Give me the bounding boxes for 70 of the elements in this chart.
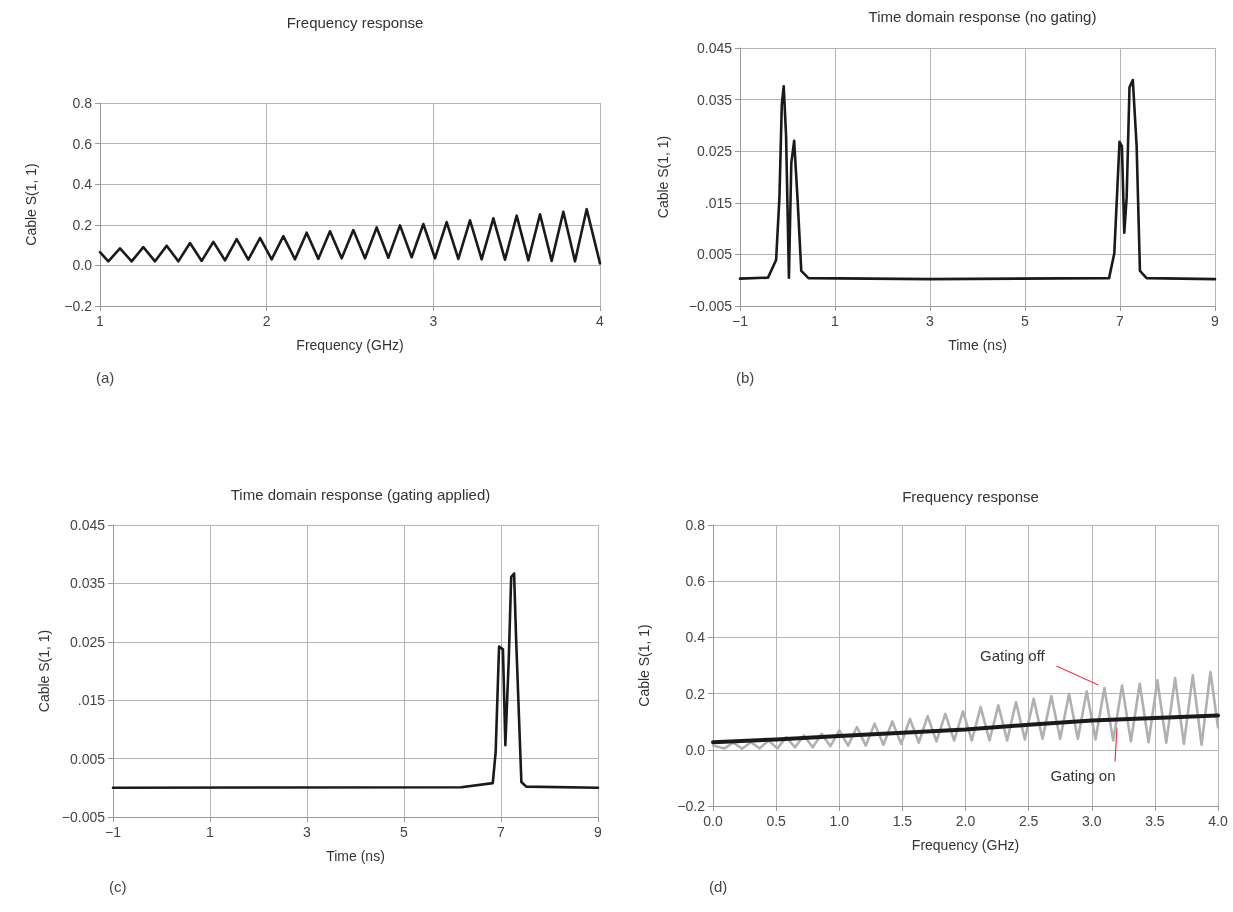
x-tick-label: 3.0 <box>1082 813 1102 829</box>
x-tick-label: 4.0 <box>1208 813 1228 829</box>
text: Gating off <box>979 647 1046 665</box>
text: (b) <box>736 369 755 386</box>
x-tick-label: 5 <box>400 824 409 840</box>
y-tick-label: 0.6 <box>72 135 93 152</box>
y-tick-label: −0.2 <box>64 298 93 314</box>
x-tick-label: 1 <box>831 313 840 329</box>
chart-title: Time domain response (no gating) <box>868 8 1097 25</box>
line-series <box>111 572 600 790</box>
x-tick-label: 1 <box>206 824 215 840</box>
y-tick-label: 0.045 <box>69 517 106 533</box>
chart-title: Frequency response <box>902 488 1039 505</box>
y-tick-label: 0.4 <box>72 176 93 193</box>
text: (d) <box>709 878 728 895</box>
y-tick-label: 0.2 <box>685 685 706 702</box>
y-axis-title: Cable S(1, 1) <box>23 163 39 246</box>
x-tick-label: 1.0 <box>829 813 850 829</box>
x-tick-label: 5 <box>1021 313 1030 329</box>
chart-title: Frequency response <box>286 14 424 31</box>
x-tick-label: 4 <box>596 313 605 329</box>
y-tick-label: 0.025 <box>69 633 106 650</box>
y-tick-label: 0.025 <box>696 143 733 160</box>
x-tick-label: 2 <box>262 313 271 329</box>
x-tick-label: 0.5 <box>766 813 787 829</box>
x-axis-title: Time (ns) <box>326 848 385 864</box>
y-tick-label: 0.0 <box>72 257 93 274</box>
y-axis-title: Cable S(1, 1) <box>35 629 52 713</box>
line-series <box>711 713 1220 745</box>
x-tick-label: 9 <box>1211 313 1220 329</box>
x-axis-title: Frequency (GHz) <box>296 337 404 353</box>
y-tick-label: 0.005 <box>696 246 733 263</box>
y-tick-label: 0.6 <box>685 573 706 590</box>
x-tick-label: 2.5 <box>1018 813 1039 829</box>
text: (a) <box>96 369 115 386</box>
y-tick-label: 0.005 <box>69 750 106 767</box>
y-tick-label: .015 <box>77 692 106 709</box>
text: Gating on <box>1050 767 1116 785</box>
x-tick-label: 9 <box>594 824 603 840</box>
y-tick-label: 0.0 <box>685 741 706 758</box>
y-tick-label: 0.2 <box>72 216 93 233</box>
x-tick-label: 3 <box>926 313 935 329</box>
x-tick-label: −1 <box>105 824 122 840</box>
line-series <box>738 78 1217 281</box>
y-tick-label: −0.2 <box>677 798 706 814</box>
y-tick-label: 0.8 <box>72 95 93 111</box>
y-tick-label: 0.045 <box>696 40 733 56</box>
x-tick-label: 3.5 <box>1145 813 1165 829</box>
y-tick-label: 0.4 <box>685 629 706 646</box>
x-tick-label: 7 <box>497 824 506 840</box>
x-tick-label: 2.0 <box>955 813 976 829</box>
x-axis-title: Time (ns) <box>948 337 1007 353</box>
line-series <box>98 207 602 265</box>
x-tick-label: 1.5 <box>892 813 913 829</box>
x-tick-label: 3 <box>429 313 438 329</box>
chart-title: Time domain response (gating applied) <box>230 486 491 503</box>
y-tick-label: −0.005 <box>61 809 106 825</box>
y-tick-label: 0.8 <box>685 517 706 533</box>
text: (c) <box>109 878 127 895</box>
x-tick-label: 3 <box>303 824 312 840</box>
y-tick-label: −0.005 <box>688 298 733 314</box>
x-tick-label: 7 <box>1116 313 1125 329</box>
y-tick-label: 0.035 <box>696 91 733 108</box>
y-tick-label: .015 <box>704 194 733 211</box>
y-axis-title: Cable S(1, 1) <box>636 624 652 707</box>
x-tick-label: −1 <box>732 313 749 329</box>
x-tick-label: 1 <box>96 313 105 329</box>
y-axis-title: Cable S(1, 1) <box>655 135 671 219</box>
x-axis-title: Frequency (GHz) <box>911 837 1020 853</box>
y-tick-label: 0.035 <box>69 575 106 592</box>
